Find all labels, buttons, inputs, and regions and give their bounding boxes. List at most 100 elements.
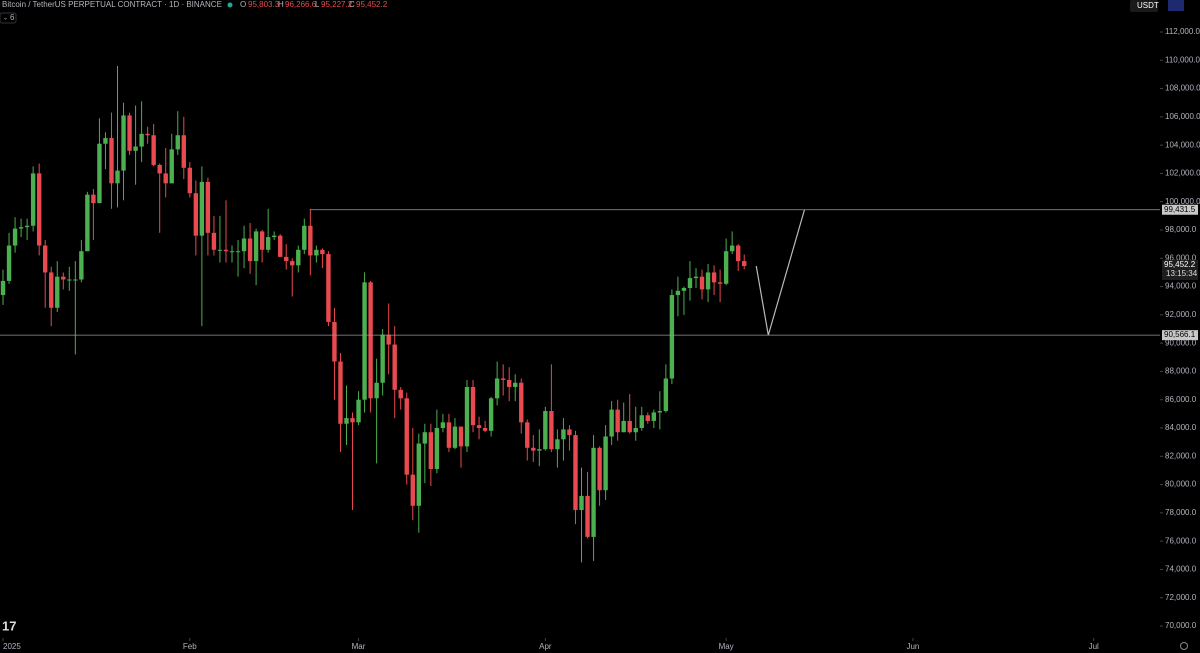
candle-body bbox=[416, 443, 422, 506]
candle-body bbox=[187, 167, 193, 194]
candle-body bbox=[61, 276, 66, 280]
candle-body bbox=[67, 279, 72, 281]
candle-body bbox=[615, 409, 620, 433]
candle-body bbox=[217, 249, 223, 251]
candle-body bbox=[440, 422, 446, 428]
candle-body bbox=[121, 115, 126, 171]
y-tick-label: 102,000.0 bbox=[1165, 169, 1200, 178]
level-label: 90,566.1 bbox=[1164, 330, 1196, 339]
candle-body bbox=[24, 225, 30, 228]
candle-body bbox=[18, 227, 24, 229]
candle-body bbox=[73, 279, 78, 281]
candle-body bbox=[723, 251, 729, 284]
candle-body bbox=[663, 378, 669, 412]
candle-body bbox=[362, 282, 367, 400]
candle-body bbox=[290, 261, 295, 266]
candle-body bbox=[464, 386, 470, 447]
candle-body bbox=[711, 272, 717, 283]
candle-body bbox=[555, 439, 560, 450]
candle-body bbox=[49, 272, 54, 308]
candle-body bbox=[446, 422, 452, 448]
candle-body bbox=[506, 379, 512, 387]
candle-body bbox=[247, 238, 253, 262]
candle-body bbox=[627, 420, 632, 433]
candle-body bbox=[103, 138, 108, 144]
y-tick-label: 104,000.0 bbox=[1165, 140, 1200, 149]
candle-body bbox=[531, 447, 536, 451]
candle-body bbox=[549, 411, 554, 450]
y-tick-label: 74,000.0 bbox=[1165, 565, 1197, 574]
tv-logo: 17 bbox=[2, 618, 16, 633]
candle-body bbox=[55, 276, 60, 308]
l-val: 95,227.2 bbox=[321, 0, 353, 9]
candle-body bbox=[579, 495, 584, 511]
candle-body bbox=[651, 412, 657, 421]
candle-body bbox=[488, 398, 494, 431]
candle-body bbox=[109, 138, 114, 184]
y-tick-label: 90,000.0 bbox=[1165, 338, 1197, 347]
candle-body bbox=[742, 261, 747, 267]
candle-body bbox=[657, 411, 663, 413]
candle-body bbox=[513, 382, 518, 387]
candle-body bbox=[79, 251, 84, 280]
candle-body bbox=[735, 245, 741, 262]
candle-body bbox=[591, 447, 596, 537]
candle-body bbox=[265, 237, 271, 250]
candle-body bbox=[12, 228, 18, 246]
candle-body bbox=[368, 282, 373, 399]
candle-body bbox=[259, 231, 265, 250]
projection bbox=[755, 209, 806, 336]
candle-body bbox=[525, 422, 530, 448]
candle-body bbox=[561, 429, 566, 440]
candle-body bbox=[139, 133, 144, 147]
candle-body bbox=[404, 398, 409, 475]
x-tick-label: Mar bbox=[352, 642, 366, 651]
candle-body bbox=[169, 149, 174, 184]
x-tick-label: Jul bbox=[1089, 642, 1099, 651]
x-tick-label: Apr bbox=[539, 642, 552, 651]
x-tick-label: Feb bbox=[183, 642, 197, 651]
level-label: 99,431.5 bbox=[1164, 205, 1196, 214]
candle-body bbox=[235, 251, 241, 253]
candle-body bbox=[434, 428, 440, 470]
candle-body bbox=[392, 344, 397, 390]
y-tick-label: 110,000.0 bbox=[1165, 55, 1200, 64]
indicator-toggle[interactable] bbox=[0, 12, 17, 24]
y-tick-label: 98,000.0 bbox=[1165, 225, 1197, 234]
countdown: 13:15:34 bbox=[1166, 269, 1198, 278]
account-icon[interactable] bbox=[1168, 0, 1184, 11]
y-tick-label: 96,000.0 bbox=[1165, 253, 1197, 262]
settings-icon[interactable] bbox=[1180, 642, 1188, 650]
candle-body bbox=[344, 418, 349, 424]
y-tick-label: 92,000.0 bbox=[1165, 310, 1197, 319]
candle-body bbox=[681, 287, 687, 291]
candle-body bbox=[398, 389, 403, 399]
candle-body bbox=[205, 181, 211, 233]
y-tick-label: 80,000.0 bbox=[1165, 480, 1197, 489]
candle-body bbox=[350, 418, 355, 423]
candle-body bbox=[476, 425, 482, 428]
candle-body bbox=[42, 245, 48, 273]
candle-body bbox=[687, 278, 693, 288]
candle-body bbox=[91, 194, 96, 204]
candle-body bbox=[302, 225, 307, 250]
candle-body bbox=[573, 435, 578, 511]
candle-body bbox=[633, 428, 638, 433]
candle-body bbox=[452, 426, 458, 448]
y-tick-label: 84,000.0 bbox=[1165, 423, 1197, 432]
level-label-bg bbox=[1162, 204, 1198, 215]
candle-body bbox=[519, 382, 524, 423]
o-val: 95,803.3 bbox=[248, 0, 280, 9]
candle-body bbox=[500, 378, 506, 380]
currency-button[interactable] bbox=[1130, 0, 1158, 12]
currency: USDT bbox=[1137, 1, 1159, 10]
y-tick-label: 70,000.0 bbox=[1165, 621, 1197, 630]
candle-body bbox=[603, 436, 608, 491]
candle-body bbox=[494, 378, 500, 399]
h-val: 96,266.6 bbox=[285, 0, 317, 9]
candle-body bbox=[163, 173, 168, 184]
candle-body bbox=[97, 143, 102, 204]
candle-body bbox=[199, 181, 205, 236]
candle-body bbox=[223, 249, 229, 252]
